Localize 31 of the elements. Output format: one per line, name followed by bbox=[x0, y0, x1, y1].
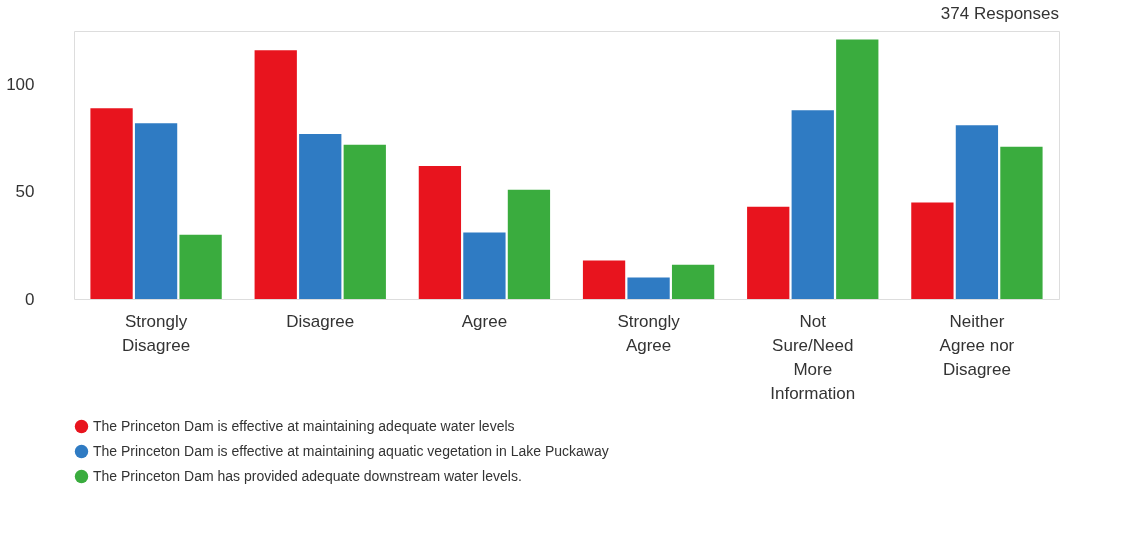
x-tick-label: Disagree bbox=[286, 311, 355, 331]
x-tick-label: Not Sure/Need More Information bbox=[770, 311, 856, 403]
legend-label: The Princeton Dam is effective at maintaining aquatic vegetation in Lake Puckaway bbox=[93, 442, 609, 459]
x-tick-label: Strongly Disagree bbox=[122, 311, 191, 355]
bar bbox=[911, 202, 954, 299]
bar bbox=[836, 39, 879, 299]
y-tick-label: 0 bbox=[25, 289, 35, 309]
x-tick-label: Agree bbox=[461, 311, 508, 331]
bar bbox=[1000, 146, 1043, 299]
bar bbox=[418, 166, 462, 299]
bar bbox=[343, 144, 386, 299]
y-tick-label: 50 bbox=[15, 182, 35, 202]
bar bbox=[507, 189, 551, 299]
bar bbox=[955, 125, 999, 299]
legend-label: The Princeton Dam has provided adequate downstream water levels. bbox=[93, 467, 522, 484]
text: 374 Responses bbox=[940, 4, 1059, 23]
bar bbox=[582, 260, 626, 299]
bar bbox=[671, 264, 715, 299]
y-tick-label: 100 bbox=[6, 75, 35, 95]
bar bbox=[627, 277, 670, 299]
bar bbox=[179, 234, 222, 299]
bar bbox=[463, 232, 506, 299]
bar bbox=[791, 110, 834, 299]
bar bbox=[747, 206, 790, 299]
bar bbox=[254, 50, 297, 299]
bar bbox=[90, 108, 133, 299]
x-tick-label: Strongly Agree bbox=[617, 311, 681, 355]
bar bbox=[299, 133, 342, 299]
x-tick-label: Neither Agree nor Disagree bbox=[939, 311, 1015, 379]
bar bbox=[134, 123, 178, 299]
legend-label: The Princeton Dam is effective at maintaining adequate water levels bbox=[93, 417, 515, 434]
